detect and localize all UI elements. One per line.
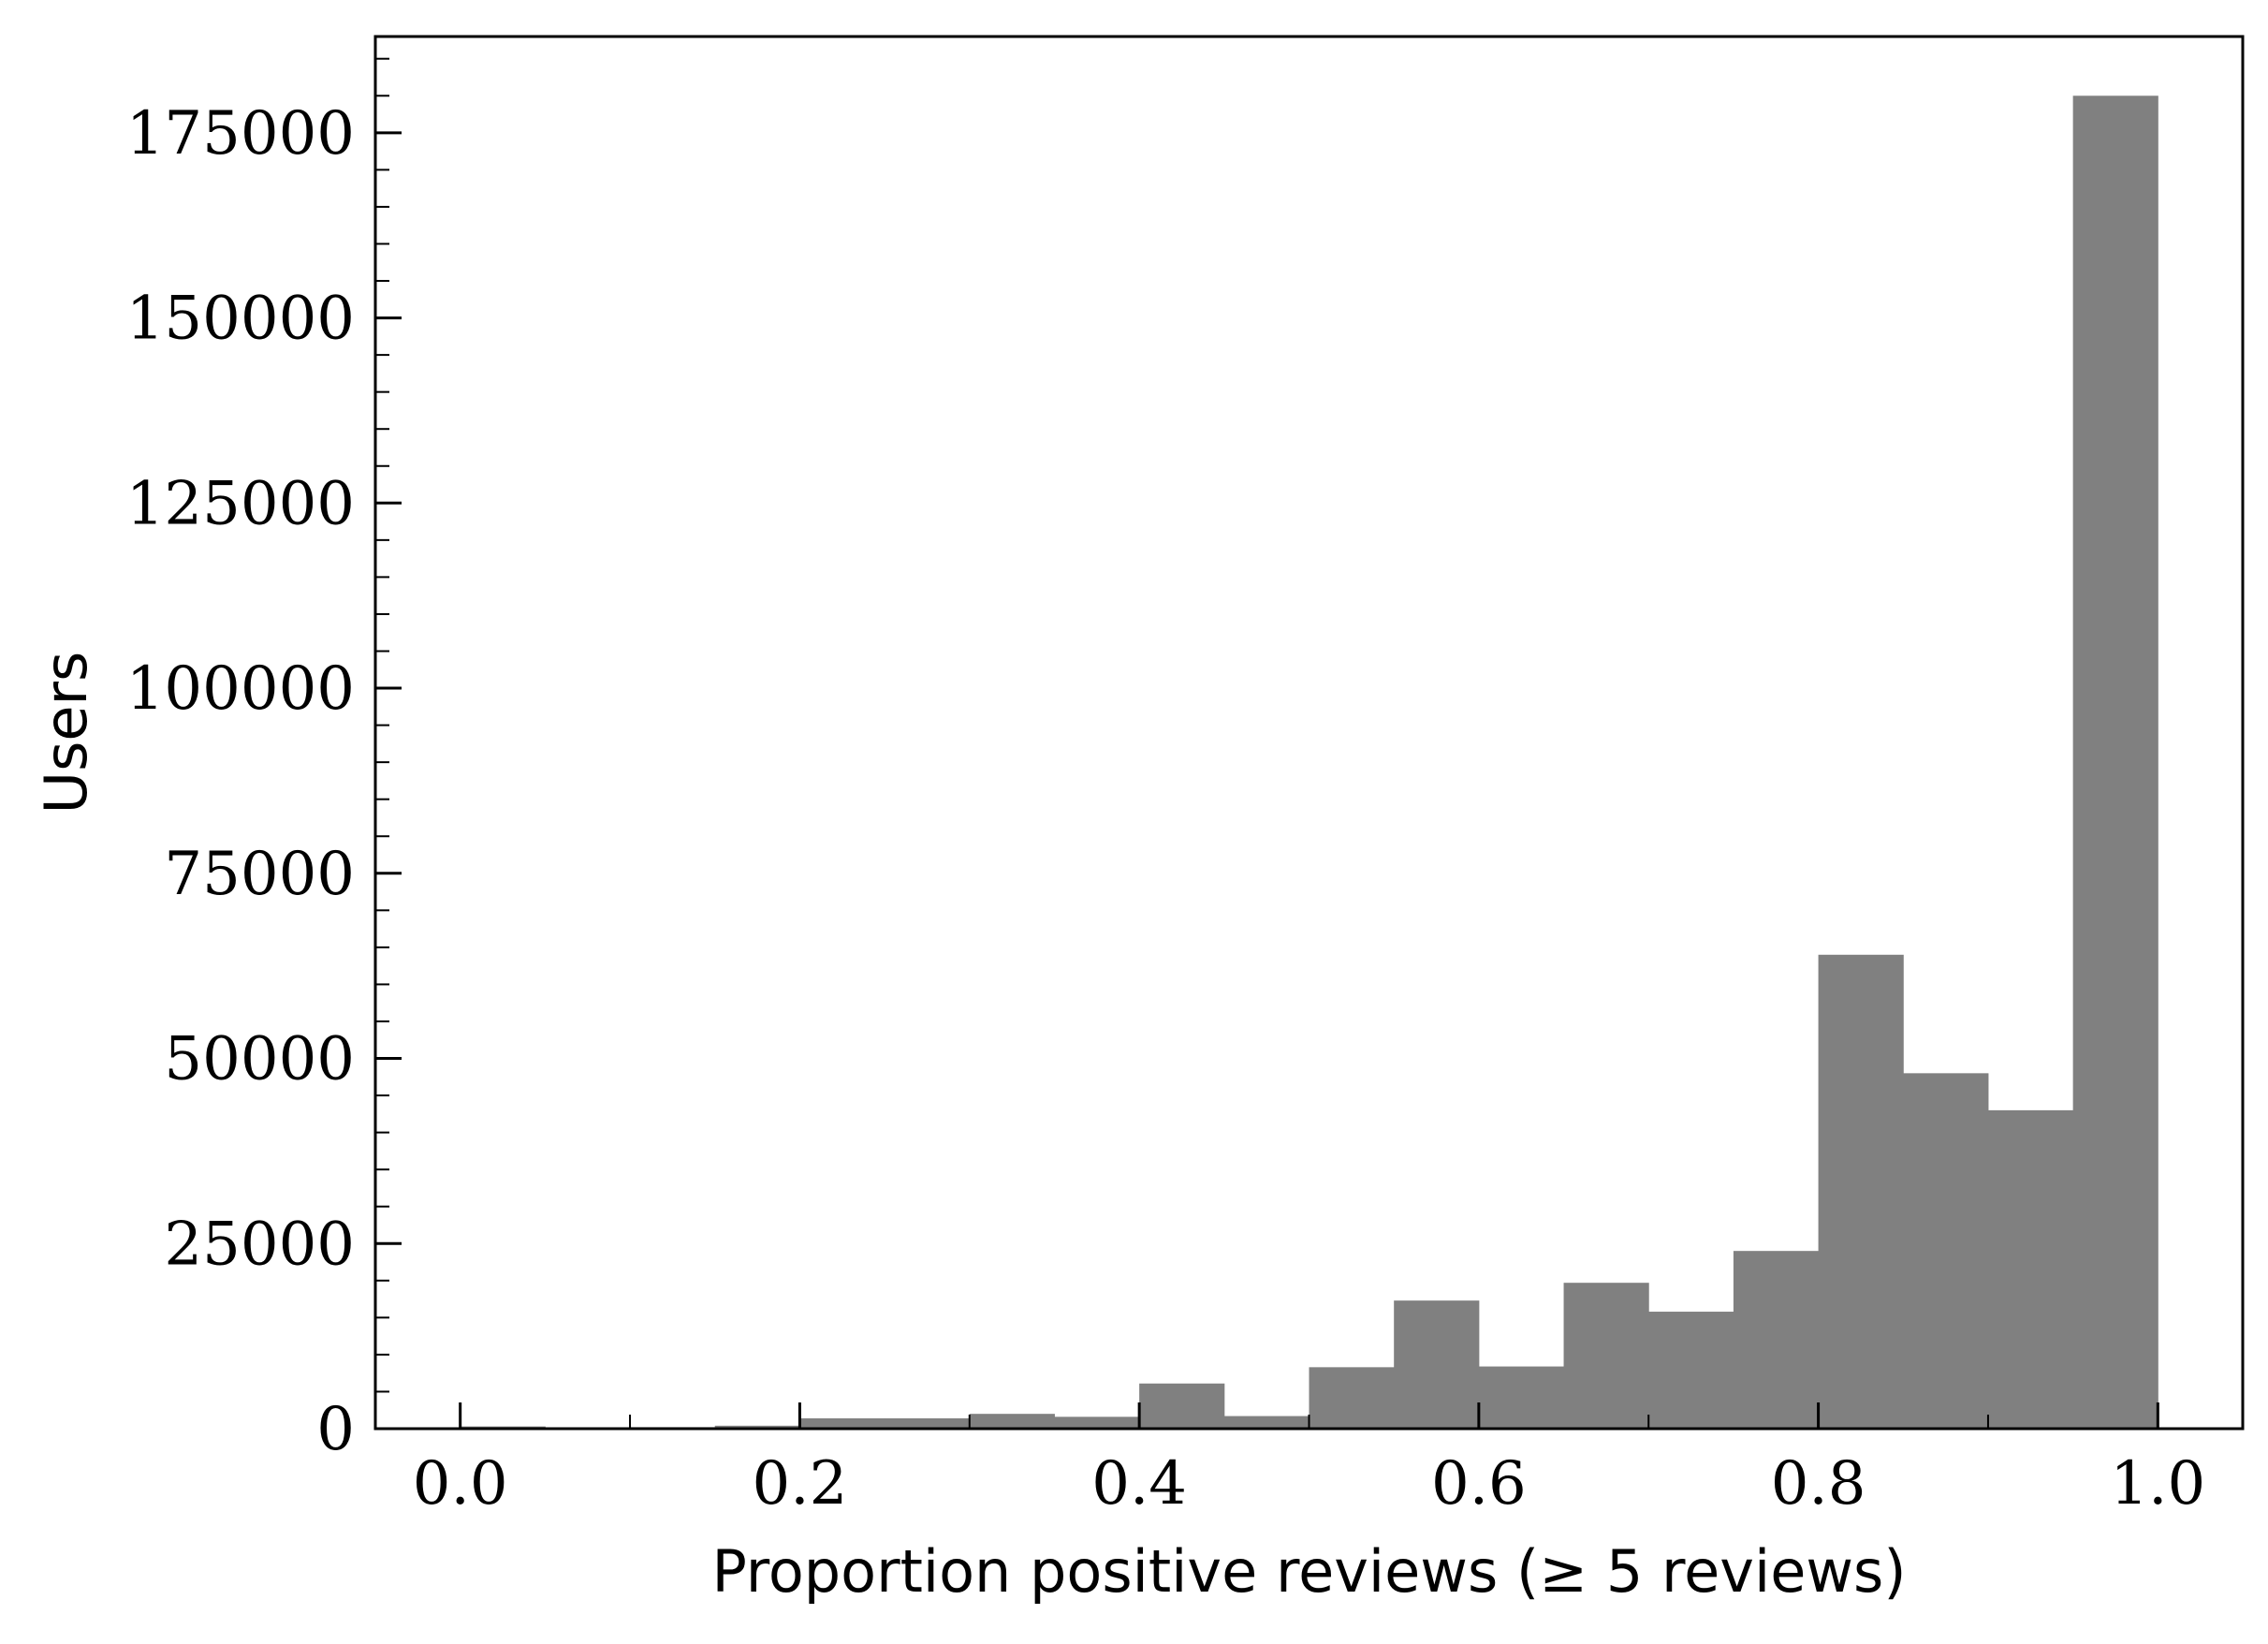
histogram-bar bbox=[2072, 95, 2158, 1429]
y-tick-label: 150000 bbox=[126, 285, 355, 354]
x-tick-label: 0.0 bbox=[413, 1449, 508, 1519]
y-axis-label: Users bbox=[32, 652, 100, 815]
y-tick-label: 0 bbox=[316, 1395, 355, 1464]
y-tick-label: 25000 bbox=[164, 1210, 355, 1279]
histogram-bar bbox=[799, 1417, 885, 1429]
histogram-bar bbox=[1987, 1109, 2074, 1429]
histogram-bar bbox=[1648, 1312, 1734, 1429]
histogram-bar bbox=[1139, 1383, 1225, 1429]
bars-group bbox=[460, 95, 2158, 1429]
y-tick-label: 50000 bbox=[164, 1025, 355, 1094]
histogram-bar bbox=[1903, 1073, 1989, 1429]
x-tick-label: 1.0 bbox=[2110, 1449, 2205, 1519]
ticks-group: 0.0 0.2 0.4 0.6 0.8 1.0 0 25000 50000 75000 100000… bbox=[126, 57, 2205, 1519]
y-tick-label: 100000 bbox=[126, 654, 355, 724]
x-axis-label: Proportion positive reviews (≥ 5 reviews… bbox=[711, 1537, 1906, 1606]
x-tick-label: 0.8 bbox=[1771, 1449, 1866, 1519]
histogram-bar bbox=[1563, 1283, 1649, 1429]
y-tick-label: 175000 bbox=[126, 99, 355, 169]
histogram-bar bbox=[1478, 1366, 1565, 1429]
histogram-bar bbox=[1733, 1251, 1820, 1429]
histogram-bar bbox=[1394, 1300, 1480, 1429]
histogram-bar bbox=[1818, 954, 1904, 1429]
histogram-bar bbox=[1054, 1416, 1140, 1429]
histogram-bar bbox=[969, 1414, 1055, 1429]
y-tick-label: 75000 bbox=[164, 840, 355, 909]
axes-frame bbox=[373, 35, 2245, 1431]
histogram-bar bbox=[714, 1425, 800, 1429]
histogram-bar bbox=[1223, 1416, 1310, 1429]
x-tick-label: 0.2 bbox=[753, 1449, 848, 1519]
histogram-bar bbox=[885, 1417, 971, 1429]
x-tick-label: 0.6 bbox=[1431, 1449, 1527, 1519]
histogram-bar bbox=[1309, 1367, 1395, 1429]
x-tick-label: 0.4 bbox=[1091, 1449, 1187, 1519]
y-tick-label: 125000 bbox=[126, 469, 355, 538]
